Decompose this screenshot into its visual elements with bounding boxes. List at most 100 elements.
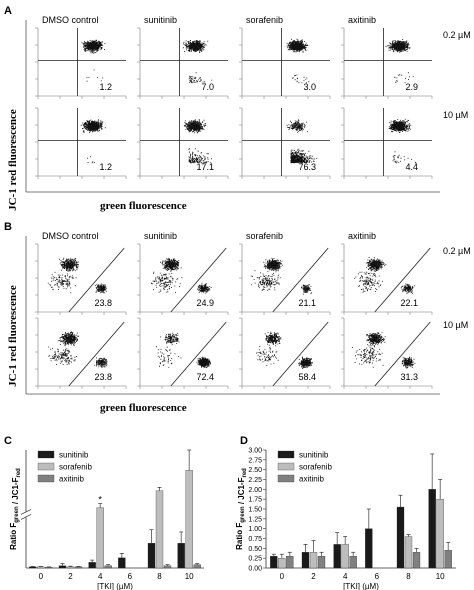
bar-axitinib xyxy=(193,564,201,569)
bar-axitinib xyxy=(286,556,294,569)
flow-plot: 21.1 xyxy=(239,243,331,315)
y-tick-label: 0.50 xyxy=(248,546,262,553)
bar-sorafenib xyxy=(96,507,104,569)
bar-sorafenib xyxy=(309,552,318,569)
panel-a-label: A xyxy=(4,5,12,17)
flow-plot: 4.4 xyxy=(341,107,433,179)
x-tick-label: 8 xyxy=(157,572,162,581)
x-tick-label: 2 xyxy=(68,572,73,581)
x-tick-label: 8 xyxy=(406,572,411,581)
bar-sorafenib xyxy=(155,490,164,569)
gate-line xyxy=(374,247,431,313)
scatter-points xyxy=(286,38,310,84)
panel-a-column-title: DMSO control xyxy=(42,15,99,25)
bar-sorafenib xyxy=(37,566,45,569)
panel-a-column-title: axitinib xyxy=(348,15,376,25)
panel-b-row-label: 10 µM xyxy=(443,320,468,330)
plot-axes xyxy=(239,27,331,99)
flow-plot: 23.8 xyxy=(35,317,127,389)
legend-swatch xyxy=(37,462,55,471)
x-tick-label: 2 xyxy=(311,572,316,581)
y-tick-label: 2.25 xyxy=(248,477,262,484)
flow-plot: 3.0 xyxy=(239,27,331,99)
y-axis-title: Ratio Fgreen / JC1-Fred xyxy=(235,468,248,550)
bar-axitinib xyxy=(444,550,452,569)
panel-b-label: B xyxy=(4,221,12,233)
scatter-points xyxy=(182,40,213,84)
flow-plot: 76.3 xyxy=(239,107,331,179)
flow-plot: 22.1 xyxy=(341,243,433,315)
scatter-points xyxy=(156,332,211,368)
title-part: / JC1-F xyxy=(11,477,20,506)
population-percent: 1.2 xyxy=(99,162,112,172)
plot-axes xyxy=(137,27,229,99)
x-tick-label: 0 xyxy=(280,572,285,581)
gate-line xyxy=(374,321,431,387)
bar-sorafenib xyxy=(66,566,75,569)
bar-sunitinib xyxy=(333,544,341,569)
x-tick-label: 6 xyxy=(375,572,380,581)
bar-sunitinib xyxy=(428,489,436,569)
flow-plot: 7.0 xyxy=(137,27,229,99)
flow-plot: 58.4 xyxy=(239,317,331,389)
legend-entry: sorafenib xyxy=(299,463,332,472)
y-tick-label: 0.25 xyxy=(248,556,262,563)
plot-axes xyxy=(35,107,127,179)
y-tick-label: 1.75 xyxy=(248,497,262,504)
subscript: red xyxy=(16,468,22,478)
plot-axes xyxy=(239,243,331,315)
plot-axes xyxy=(341,317,433,389)
scatter-points xyxy=(256,331,313,369)
legend-entry: sorafenib xyxy=(59,463,92,472)
gate-line xyxy=(68,247,125,313)
panel-a-row-label: 0.2 µM xyxy=(443,30,471,40)
gate-line xyxy=(272,247,329,313)
y-tick-label: 0.75 xyxy=(248,536,262,543)
bar-axitinib xyxy=(45,567,53,569)
population-percent: 23.8 xyxy=(94,372,112,382)
y-tick-label: 2.75 xyxy=(248,457,262,464)
flow-plot: 1.2 xyxy=(35,107,127,179)
panel-b-column-title: DMSO control xyxy=(42,231,99,241)
population-percent: 7.0 xyxy=(201,82,214,92)
plot-axes xyxy=(35,243,127,315)
panel-a-y-title: JC-1 red fluorescence xyxy=(7,109,19,211)
scatter-points xyxy=(47,257,107,294)
scatter-points xyxy=(80,119,106,164)
plot-axes xyxy=(341,27,433,99)
flow-plot: 17.1 xyxy=(137,107,229,179)
bar-sorafenib xyxy=(341,544,349,569)
scatter-points xyxy=(388,118,417,164)
scatter-points xyxy=(286,119,318,164)
x-tick-label: 0 xyxy=(39,572,44,581)
gate-line xyxy=(170,247,227,313)
panel-d-label: D xyxy=(240,435,248,447)
population-percent: 24.9 xyxy=(196,298,214,308)
panel-a-column-title: sunitinib xyxy=(144,15,177,25)
panel-b-y-title: JC-1 red fluorescence xyxy=(7,285,19,387)
bar-sunitinib xyxy=(365,528,373,569)
population-percent: 21.1 xyxy=(298,298,316,308)
bar-axitinib xyxy=(104,565,112,569)
flow-plot: 24.9 xyxy=(137,243,229,315)
axis-break-mask xyxy=(22,511,30,518)
title-part: Ratio F xyxy=(9,523,18,550)
bar-axitinib xyxy=(163,565,172,569)
population-percent: 3.0 xyxy=(303,82,316,92)
plot-axes xyxy=(137,243,229,315)
scatter-points xyxy=(385,39,414,84)
legend-swatch xyxy=(37,474,55,483)
bar-sunitinib xyxy=(301,552,310,569)
panel-b-column-title: sunitinib xyxy=(144,231,177,241)
panel-b-column-title: axitinib xyxy=(348,231,376,241)
y-tick-label: 2.50 xyxy=(248,467,262,474)
plot-axes xyxy=(341,107,433,179)
bar-sunitinib xyxy=(177,543,185,569)
population-percent: 58.4 xyxy=(298,372,316,382)
flow-plot: 1.2 xyxy=(35,27,127,99)
scatter-points xyxy=(351,332,416,369)
scatter-points xyxy=(250,258,313,295)
bar-sunitinib xyxy=(118,557,126,569)
bar-sorafenib xyxy=(185,470,193,569)
